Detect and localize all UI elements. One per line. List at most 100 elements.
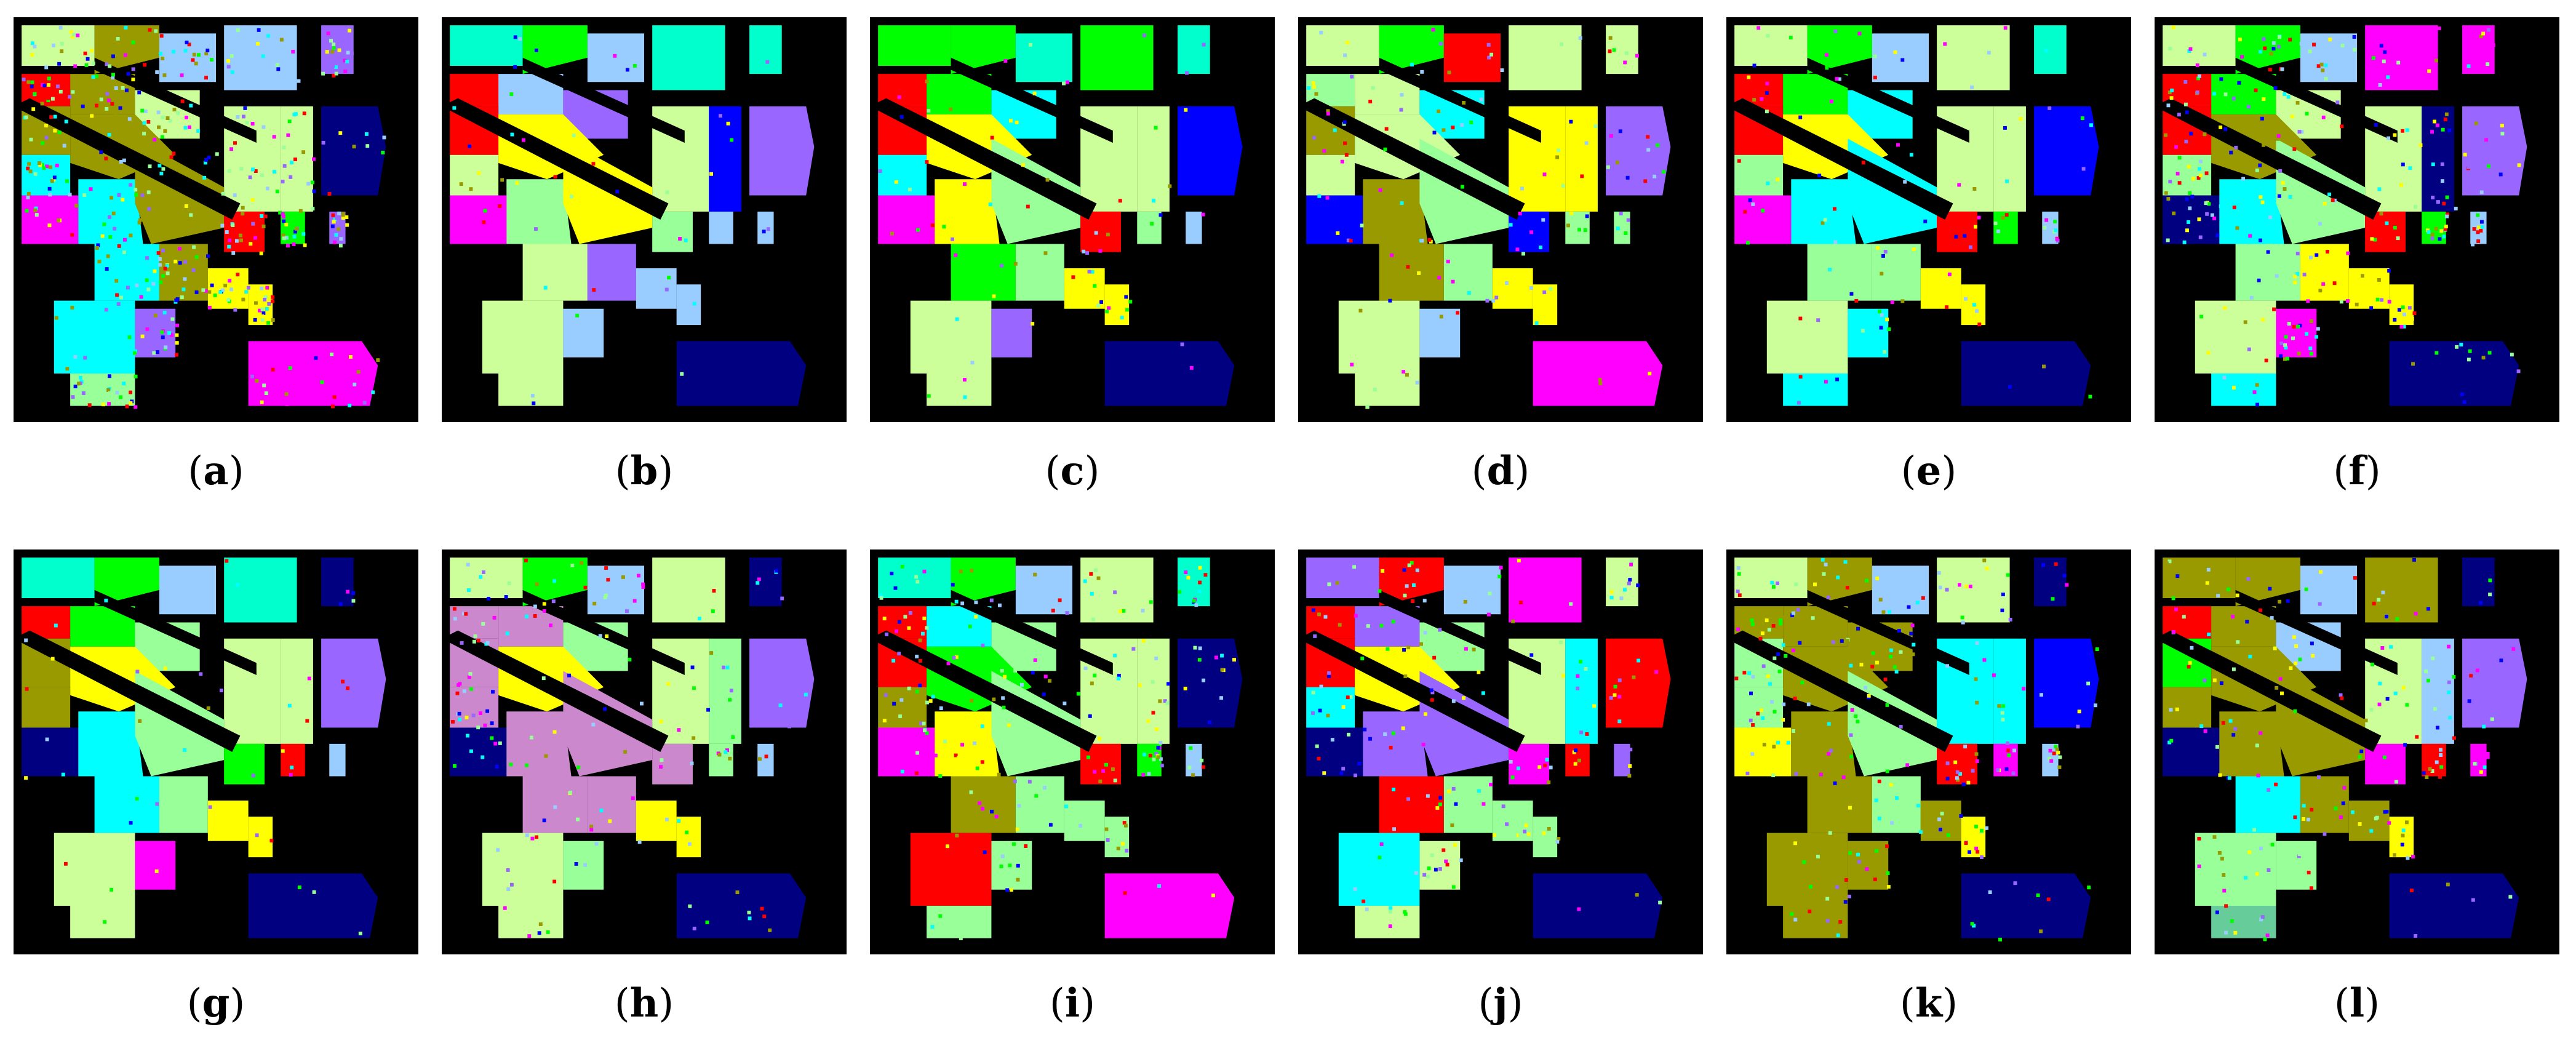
noise-pixel <box>495 764 499 769</box>
noise-pixel <box>2426 679 2430 683</box>
noise-pixel <box>1865 867 1869 871</box>
noise-pixel <box>1619 212 1623 216</box>
noise-pixel <box>2188 661 2192 665</box>
noise-pixel <box>170 333 174 337</box>
noise-pixel <box>163 129 167 133</box>
noise-pixel <box>2369 306 2374 310</box>
noise-pixel <box>2293 274 2297 279</box>
noise-pixel <box>2393 133 2397 137</box>
noise-pixel <box>2471 242 2475 247</box>
noise-pixel <box>62 143 66 148</box>
noise-pixel <box>156 251 161 255</box>
noise-pixel <box>1338 623 1342 627</box>
field-region <box>878 25 951 66</box>
noise-pixel <box>2211 881 2214 885</box>
noise-pixel <box>1825 897 1830 901</box>
noise-pixel <box>111 73 115 77</box>
noise-pixel <box>2043 226 2047 230</box>
noise-pixel <box>513 65 517 69</box>
noise-pixel <box>255 833 259 837</box>
noise-pixel <box>1557 837 1561 841</box>
field-region <box>1533 341 1663 406</box>
noise-pixel <box>1987 50 1991 55</box>
noise-pixel <box>1520 186 1524 191</box>
noise-pixel <box>1327 671 1331 675</box>
noise-pixel <box>2188 47 2193 51</box>
noise-pixel <box>504 595 508 599</box>
noise-pixel <box>1579 660 1583 664</box>
noise-pixel <box>954 919 958 923</box>
noise-pixel <box>1876 246 1880 250</box>
noise-pixel <box>2355 302 2359 306</box>
noise-pixel <box>1420 70 1424 74</box>
noise-pixel <box>1899 725 1903 729</box>
noise-pixel <box>337 227 341 231</box>
noise-pixel <box>2286 599 2290 603</box>
noise-pixel <box>1881 254 1885 258</box>
noise-pixel <box>2302 804 2306 808</box>
noise-pixel <box>1767 628 1771 632</box>
noise-pixel <box>697 617 701 621</box>
noise-pixel <box>2393 853 2396 857</box>
noise-pixel <box>915 751 920 755</box>
panel-caption-a: (a) <box>188 448 244 494</box>
noise-pixel <box>911 618 915 622</box>
noise-pixel <box>1005 888 1010 892</box>
field-region <box>1080 743 1121 785</box>
noise-pixel <box>1481 802 1486 806</box>
noise-pixel <box>2487 164 2491 169</box>
noise-pixel <box>1012 842 1016 846</box>
noise-pixel <box>2466 358 2471 362</box>
noise-pixel <box>2443 118 2447 122</box>
noise-pixel <box>2288 194 2292 199</box>
noise-pixel <box>1312 135 1317 140</box>
noise-pixel <box>2248 655 2252 659</box>
noise-pixel <box>1003 674 1007 679</box>
noise-pixel <box>1220 653 1224 658</box>
noise-pixel <box>33 44 37 49</box>
noise-pixel <box>1752 98 1757 102</box>
noise-pixel <box>1770 700 1774 704</box>
noise-pixel <box>1820 557 1825 562</box>
noise-pixel <box>1835 885 1839 889</box>
noise-pixel <box>2187 665 2191 669</box>
noise-pixel <box>2364 718 2368 722</box>
noise-pixel <box>1516 833 1520 837</box>
noise-pixel <box>1547 826 1551 831</box>
noise-pixel <box>965 786 970 790</box>
noise-pixel <box>574 861 578 866</box>
noise-pixel <box>60 42 64 46</box>
noise-pixel <box>331 64 335 68</box>
noise-pixel <box>2198 174 2203 178</box>
panel-letter: c <box>1060 448 1085 494</box>
noise-pixel <box>756 581 760 585</box>
noise-pixel <box>1849 663 1853 668</box>
noise-pixel <box>766 227 770 231</box>
noise-pixel <box>1581 756 1585 760</box>
noise-pixel <box>1423 631 1427 635</box>
noise-pixel <box>2164 133 2167 137</box>
noise-pixel <box>1160 764 1164 768</box>
noise-pixel <box>178 247 181 251</box>
noise-pixel <box>73 64 78 68</box>
field-region <box>935 179 1000 244</box>
noise-pixel <box>605 634 609 638</box>
noise-pixel <box>233 193 237 198</box>
noise-pixel <box>57 218 61 222</box>
noise-pixel <box>2445 214 2449 218</box>
noise-pixel <box>589 825 594 829</box>
noise-pixel <box>2235 226 2239 230</box>
noise-pixel <box>73 385 78 389</box>
noise-pixel <box>2022 687 2026 691</box>
noise-pixel <box>24 638 28 642</box>
noise-pixel <box>2306 299 2310 303</box>
noise-pixel <box>2086 681 2091 685</box>
noise-pixel <box>2401 828 2406 833</box>
noise-pixel <box>603 707 607 711</box>
noise-pixel <box>269 839 274 843</box>
noise-pixel <box>1412 583 1416 587</box>
noise-pixel <box>2447 644 2451 649</box>
field-region <box>1492 268 1533 309</box>
noise-pixel <box>728 698 732 702</box>
field-region <box>652 743 693 785</box>
